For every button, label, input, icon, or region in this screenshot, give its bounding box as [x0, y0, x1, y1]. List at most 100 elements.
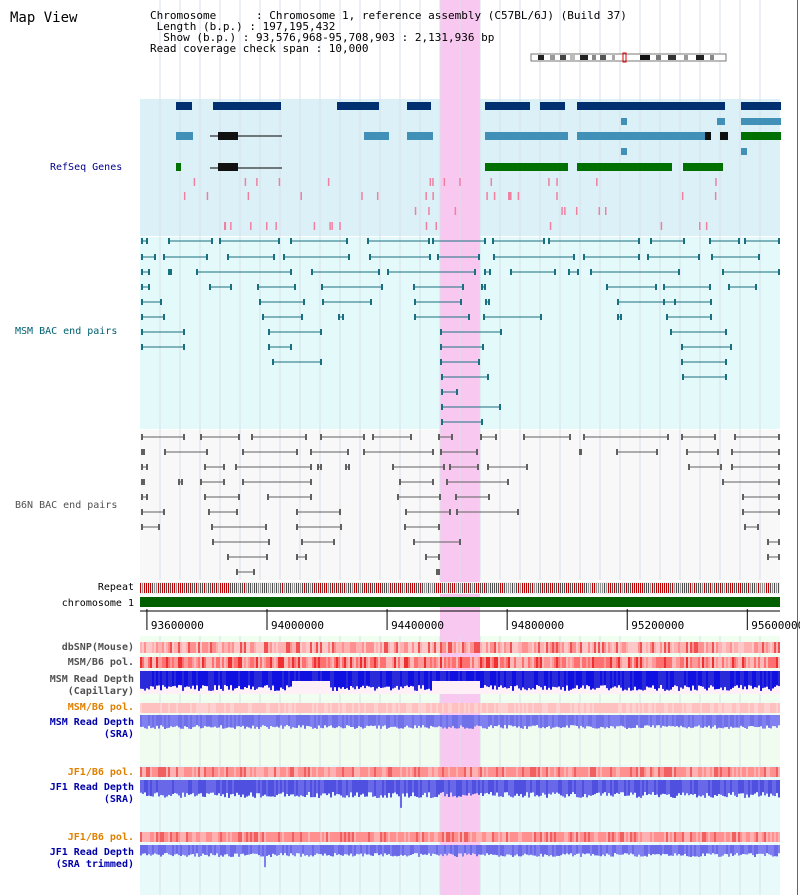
- jf1-depth-trim-bar: [230, 845, 232, 857]
- msm-b6-pol-strip: [296, 657, 298, 668]
- jf1-b6-pol-2-strip: [482, 832, 484, 842]
- jf1-b6-pol-strip: [278, 767, 280, 777]
- jf1-b6-pol-2-strip: [586, 832, 588, 842]
- jf1-depth-sra-bar: [640, 780, 642, 798]
- jf1-depth-sra-bar: [518, 780, 520, 796]
- jf1-depth-sra-bar: [606, 780, 608, 796]
- msm-b6-pol-2-strip: [328, 703, 330, 713]
- jf1-depth-trim-bar: [146, 845, 148, 856]
- bac-end: [296, 449, 298, 455]
- msm-b6-pol-2-strip: [642, 703, 644, 713]
- jf1-b6-pol-strip: [346, 767, 348, 777]
- snp-tick: [361, 192, 363, 200]
- msm-depth-cap-bar: [360, 671, 362, 688]
- dbsnp-strip: [152, 642, 154, 653]
- gene-block: [176, 132, 193, 140]
- snp-tick: [549, 222, 552, 230]
- jf1-b6-pol-strip: [228, 767, 230, 777]
- bac-end: [441, 404, 443, 410]
- jf1-b6-pol-strip: [676, 767, 678, 777]
- jf1-b6-pol-2-strip: [376, 832, 378, 842]
- jf1-b6-pol-strip: [160, 767, 162, 777]
- dbsnp-strip: [578, 642, 580, 653]
- jf1-b6-pol-strip: [610, 767, 612, 777]
- jf1-b6-pol-2-strip: [714, 832, 716, 842]
- dbsnp-strip: [446, 642, 448, 653]
- jf1-b6-pol-strip: [732, 767, 734, 777]
- bac-end: [517, 509, 519, 515]
- repeat-mark: [664, 583, 665, 593]
- jf1-depth-trim-bar: [308, 845, 310, 857]
- snp-tick: [278, 178, 281, 186]
- msm-depth-cap-bar: [682, 671, 684, 689]
- msm-depth-sra-bar: [590, 715, 592, 727]
- jf1-b6-pol-2-strip: [656, 832, 658, 842]
- msm-b6-pol-2-strip: [166, 703, 168, 713]
- msm-depth-sra-bar: [502, 715, 504, 729]
- jf1-depth-trim-bar: [428, 845, 430, 854]
- jf1-depth-trim-bar: [500, 845, 502, 856]
- bac-end: [638, 238, 640, 244]
- msm-depth-cap-bar: [560, 671, 562, 690]
- jf1-depth-trim-bar: [580, 845, 582, 857]
- msm-depth-cap-bar: [148, 671, 150, 690]
- msm-b6-pol-strip: [700, 657, 702, 668]
- jf1-b6-pol-2-strip: [758, 832, 760, 842]
- repeat-mark: [562, 583, 563, 593]
- msm-depth-sra-bar: [238, 715, 240, 727]
- jf1-depth-sra-bar: [764, 780, 766, 796]
- msm-b6-pol-2-strip: [734, 703, 736, 713]
- msm-depth-sra-bar: [748, 715, 750, 727]
- dbsnp-strip: [494, 642, 496, 653]
- dbsnp-strip: [296, 642, 298, 653]
- msm-b6-pol-strip: [352, 657, 354, 668]
- msm-depth-cap-bar: [494, 671, 496, 686]
- msm-depth-sra-bar: [232, 715, 234, 728]
- repeat-mark: [544, 583, 545, 593]
- repeat-mark: [144, 583, 145, 593]
- jf1-depth-sra-bar: [416, 780, 418, 797]
- repeat-mark: [512, 583, 513, 593]
- msm-depth-sra-bar: [276, 715, 278, 727]
- msm-b6-pol-2-strip: [476, 703, 478, 713]
- msm-depth-sra-bar: [390, 715, 392, 727]
- jf1-b6-pol-2-strip: [522, 832, 524, 842]
- msm-b6-pol-2-strip: [326, 703, 328, 713]
- ideogram-band: [612, 55, 615, 60]
- msm-b6-pol-2-strip: [404, 703, 406, 713]
- jf1-depth-sra-bar: [620, 780, 622, 793]
- msm-b6-pol-2-strip: [426, 703, 428, 713]
- jf1-b6-pol-2-strip: [268, 832, 270, 842]
- jf1-depth-trim-bar: [432, 845, 434, 854]
- jf1-depth-trim-bar: [234, 845, 236, 854]
- jf1-depth-sra-bar: [776, 780, 778, 794]
- msm-depth-sra-bar: [240, 715, 242, 727]
- jf1-depth-sra-bar: [544, 780, 546, 795]
- ideogram-band: [640, 55, 650, 60]
- msm-b6-pol-strip: [744, 657, 746, 668]
- jf1-depth-trim-bar: [484, 845, 486, 856]
- jf1-depth-trim-bar: [588, 845, 590, 854]
- jf1-depth-trim-bar: [200, 845, 202, 857]
- repeat-mark: [448, 583, 449, 593]
- msm-depth-cap-bar: [212, 671, 214, 691]
- msm-depth-cap-bar: [776, 671, 778, 686]
- jf1-depth-trim-bar: [656, 845, 658, 855]
- jf1-b6-pol-strip: [184, 767, 186, 777]
- jf1-b6-pol-strip: [468, 767, 470, 777]
- msm-depth-cap-bar: [406, 671, 408, 686]
- msm-b6-pol-strip: [604, 657, 606, 668]
- msm-b6-pol-strip: [406, 657, 408, 668]
- bac-end: [670, 329, 672, 335]
- msm-depth-cap-bar: [690, 671, 692, 691]
- msm-b6-pol-2-strip: [408, 703, 410, 713]
- jf1-b6-pol-strip: [698, 767, 700, 777]
- msm-b6-pol-2-strip: [502, 703, 504, 713]
- jf1-depth-trim-bar: [274, 845, 276, 855]
- jf1-depth-trim-bar: [584, 845, 586, 855]
- dbsnp-strip: [498, 642, 500, 653]
- repeat-mark: [740, 583, 741, 593]
- msm-depth-cap-bar: [456, 671, 458, 681]
